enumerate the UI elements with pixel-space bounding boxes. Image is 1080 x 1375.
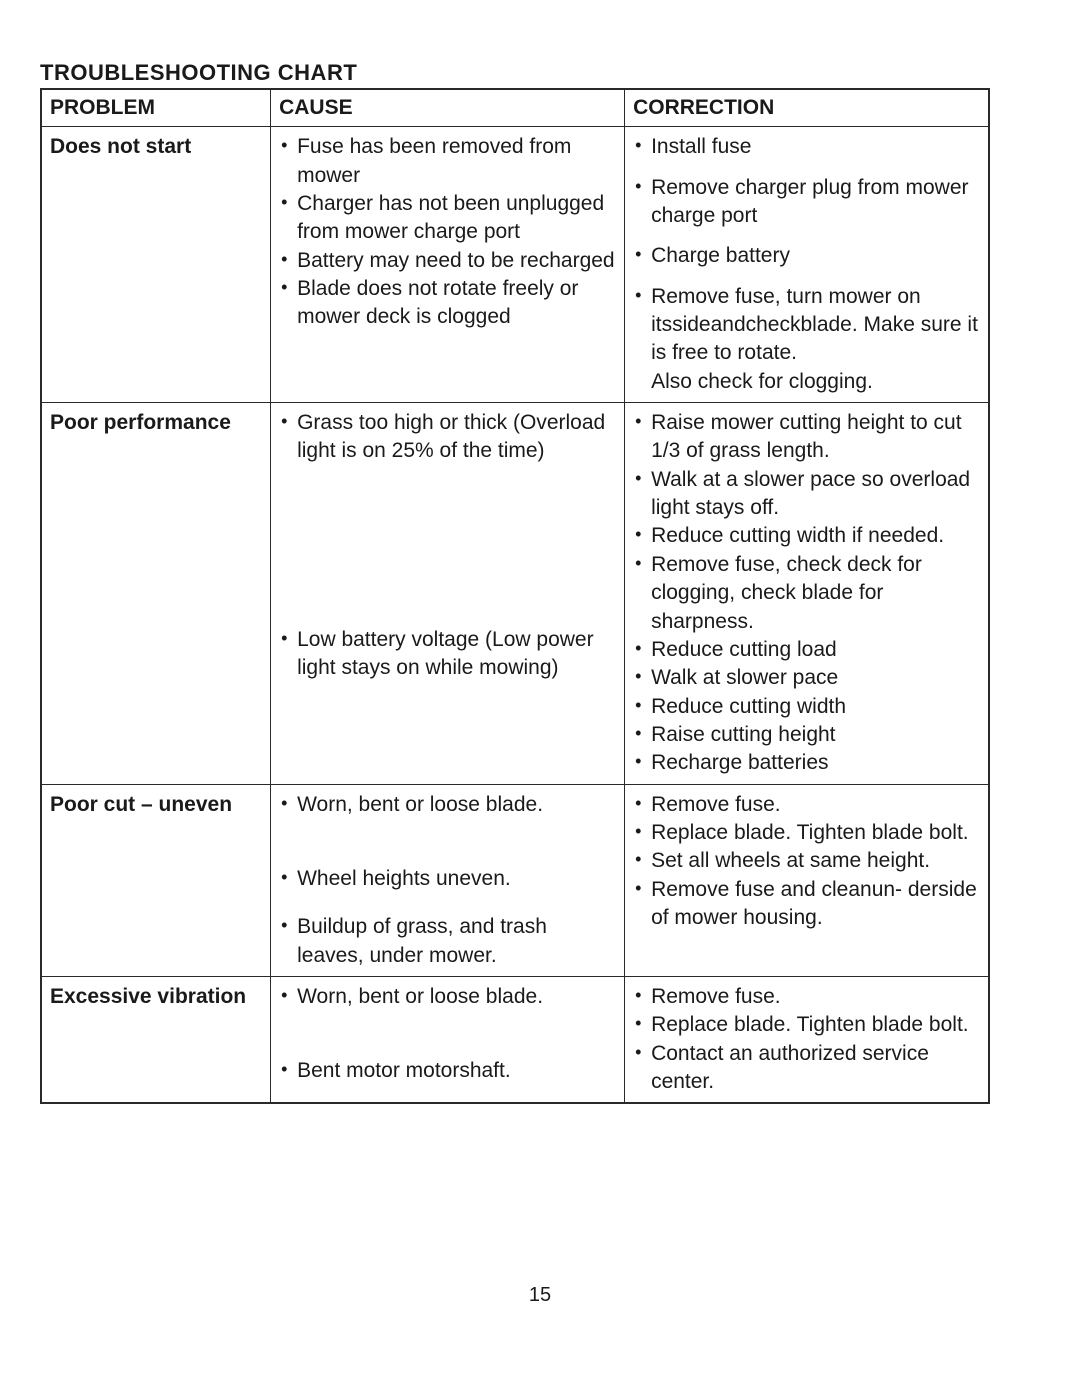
list-item: Replace blade. Tighten blade bolt. [633, 819, 980, 847]
list-item: Low battery voltage (Low power light sta… [279, 626, 616, 683]
list-item: Charger has not been unplugged from mowe… [279, 190, 616, 247]
cell-correction: Install fuse Remove charger plug from mo… [625, 127, 989, 403]
list-item: Replace blade. Tighten blade bolt. [633, 1011, 980, 1039]
list-item: Battery may need to be recharged [279, 247, 616, 275]
cell-cause: Fuse has been removed from mower Charger… [271, 127, 625, 403]
list-item: Fuse has been removed from mower [279, 133, 616, 190]
list-item: Remove fuse and cleanun- derside of mowe… [633, 876, 980, 933]
list-item: Buildup of grass, and trash leaves, unde… [279, 913, 616, 970]
list-item: Raise mower cutting height to cut 1/3 of… [633, 409, 980, 466]
cell-correction: Remove fuse. Replace blade. Tighten blad… [625, 976, 989, 1103]
table-row: Poor performance Grass too high or thick… [41, 403, 989, 784]
header-cause: CAUSE [271, 89, 625, 127]
list-item: Raise cutting height [633, 721, 980, 749]
page-title: TROUBLESHOOTING CHART [40, 60, 1040, 86]
list-item: Remove fuse. [633, 791, 980, 819]
list-item: Remove fuse, turn mower on itssideandche… [633, 283, 980, 396]
cell-correction: Remove fuse. Replace blade. Tighten blad… [625, 784, 989, 976]
cell-correction: Raise mower cutting height to cut 1/3 of… [625, 403, 989, 784]
list-item: Walk at slower pace [633, 664, 980, 692]
header-problem: PROBLEM [41, 89, 271, 127]
page-number: 15 [40, 1284, 1040, 1307]
list-item: Reduce cutting width if needed. [633, 522, 980, 550]
cell-problem: Poor performance [41, 403, 271, 784]
list-item: Blade does not rotate freely or mower de… [279, 275, 616, 332]
list-item: Worn, bent or loose blade. [279, 983, 616, 1011]
list-item: Set all wheels at same height. [633, 847, 980, 875]
troubleshooting-table: PROBLEM CAUSE CORRECTION Does not start … [40, 88, 990, 1104]
list-item: Reduce cutting width [633, 693, 980, 721]
header-correction: CORRECTION [625, 89, 989, 127]
cell-problem: Does not start [41, 127, 271, 403]
list-item: Remove charger plug from mower charge po… [633, 174, 980, 231]
table-row: Poor cut – uneven Worn, bent or loose bl… [41, 784, 989, 976]
list-item: Worn, bent or loose blade. [279, 791, 616, 819]
list-item: Bent motor motorshaft. [279, 1057, 616, 1085]
list-item: Remove fuse, check deck for clogging, ch… [633, 551, 980, 636]
cell-problem: Poor cut – uneven [41, 784, 271, 976]
list-item: Reduce cutting load [633, 636, 980, 664]
cell-cause: Worn, bent or loose blade. Wheel heights… [271, 784, 625, 976]
cell-cause: Grass too high or thick (Overload light … [271, 403, 625, 784]
list-item: Remove fuse. [633, 983, 980, 1011]
list-item: Charge battery [633, 242, 980, 270]
list-item: Contact an authorized service center. [633, 1040, 980, 1097]
table-row: Does not start Fuse has been removed fro… [41, 127, 989, 403]
list-item: Walk at a slower pace so overload light … [633, 466, 980, 523]
list-item: Wheel heights uneven. [279, 865, 616, 893]
list-item: Recharge batteries [633, 749, 980, 777]
cell-problem: Excessive vibration [41, 976, 271, 1103]
list-item: Install fuse [633, 133, 980, 161]
list-item: Grass too high or thick (Overload light … [279, 409, 616, 466]
cell-cause: Worn, bent or loose blade. Bent motor mo… [271, 976, 625, 1103]
table-row: Excessive vibration Worn, bent or loose … [41, 976, 989, 1103]
